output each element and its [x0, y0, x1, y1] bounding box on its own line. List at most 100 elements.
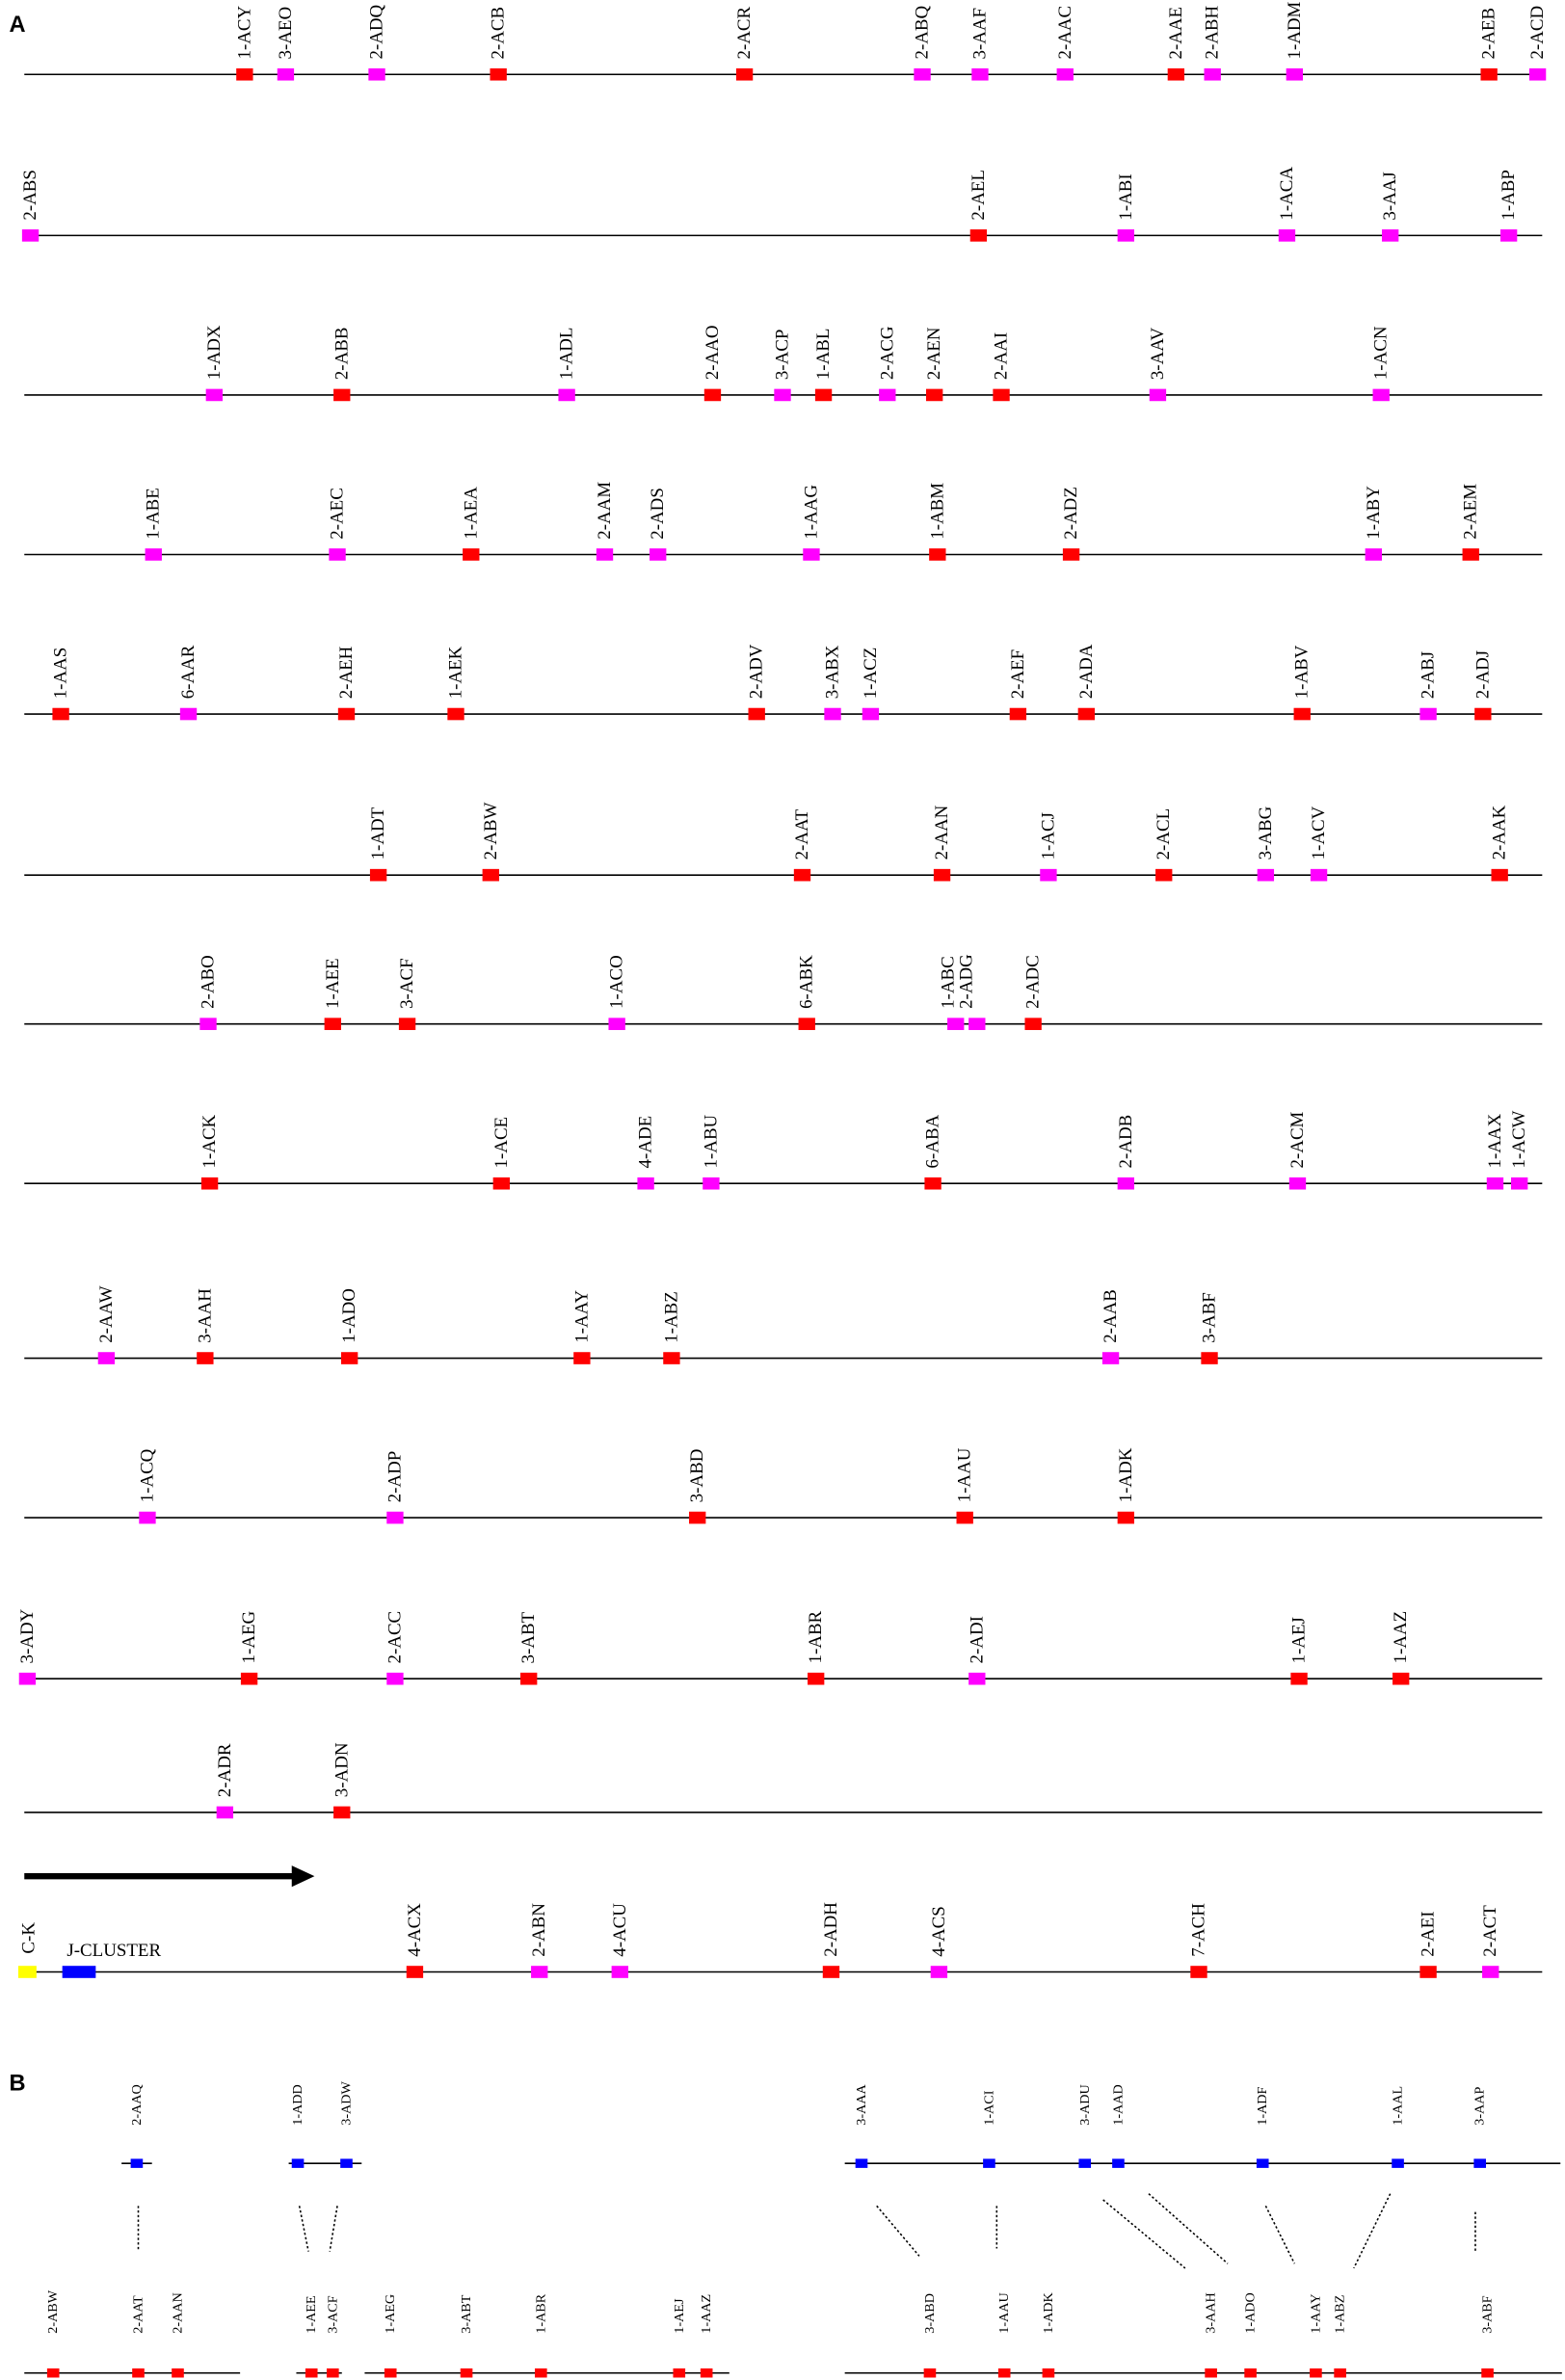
gene-label: 1-ABE [144, 488, 164, 540]
gene-label: 3-AAV [1148, 328, 1168, 381]
gene-label: 6-AAR [178, 645, 199, 699]
gene-marker [406, 1966, 424, 1978]
gene-label: 1-ABP [1499, 170, 1519, 221]
gene-marker [1062, 548, 1080, 561]
gene-label: 2-ACB [489, 7, 509, 60]
gene-marker [855, 2158, 868, 2168]
gene-label: 1-AEJ [1289, 1617, 1310, 1663]
gene-marker [130, 2158, 144, 2168]
gene-label: 2-AEI [1419, 1911, 1439, 1956]
gene-marker [384, 2368, 397, 2378]
gene-label: 2-ABO [199, 955, 219, 1009]
gene-label: 1-ACE [491, 1117, 512, 1169]
gene-label: 2-AAN [932, 805, 952, 859]
gene-label: 6-ABA [923, 1114, 943, 1168]
gene-label: 3-ADN [332, 1742, 352, 1797]
gene-marker [1473, 2158, 1486, 2168]
gene-label: 1-ADK [1116, 1447, 1136, 1502]
gene-marker [1491, 868, 1508, 882]
gene-marker [1392, 2158, 1404, 2168]
arrow-head [291, 1865, 315, 1888]
gene-marker [793, 868, 811, 882]
gene-marker [337, 707, 356, 721]
gene-label: 2-AAK [1490, 805, 1510, 859]
gene-label: 1-AAS [51, 648, 71, 700]
gene-label: 1-ADF [1255, 2086, 1270, 2125]
gene-marker [1117, 1177, 1134, 1190]
gene-marker [1290, 1672, 1308, 1685]
gene-marker [1372, 388, 1390, 402]
gene-label: 1-ACI [981, 2090, 996, 2125]
gene-label: 1-ACK [199, 1114, 220, 1168]
gene-marker [1334, 2368, 1346, 2378]
gene-marker [735, 67, 754, 81]
gene-marker [1155, 868, 1173, 882]
gene-marker [333, 1806, 351, 1819]
gene-label: 2-ACD [1527, 6, 1548, 60]
gene-marker [21, 229, 40, 242]
gene-label: 1-ABC [938, 956, 958, 1009]
gene-marker [925, 388, 943, 402]
gene-marker [460, 2368, 473, 2378]
gene-label: 2-ABW [481, 802, 501, 859]
gene-label: 1-ABR [806, 1610, 826, 1663]
gene-marker [1393, 1672, 1410, 1685]
gene-label: 2-ACM [1287, 1111, 1308, 1168]
gene-marker [748, 707, 765, 721]
gene-label: 2-ADR [215, 1743, 235, 1797]
gene-marker [1481, 2368, 1494, 2378]
gene-label: 1-ACN [1371, 326, 1392, 380]
gene-marker [1293, 707, 1311, 721]
gene-label: 3-AEO [276, 7, 296, 60]
gene-label: 3-ABF [1200, 1292, 1220, 1343]
gene-marker [1056, 67, 1074, 81]
gene-marker [1419, 707, 1437, 721]
gene-label: 3-ACF [325, 2295, 340, 2333]
gene-marker [1205, 2368, 1217, 2378]
gene-label: 1-ADM [1285, 1, 1305, 59]
gene-marker [1365, 548, 1382, 561]
gene-label: 1-AEG [383, 2294, 398, 2334]
gene-marker [1117, 1511, 1134, 1524]
gene-label: 1-AAZ [699, 2294, 714, 2334]
gene-marker [1078, 2158, 1092, 2168]
gene-label: 2-ACR [734, 6, 755, 59]
gene-label: 3-AAP [1472, 2086, 1488, 2125]
gene-label: 1-AEG [239, 1610, 259, 1663]
gene-label: 3-AAJ [1380, 172, 1400, 220]
panel-label: B [9, 2071, 25, 2096]
gene-label: 3-ABD [922, 2293, 938, 2334]
gene-label: 2-AEH [336, 646, 357, 699]
gene-label: 2-AAI [992, 332, 1012, 380]
gene-marker [1167, 67, 1185, 81]
gene-label: 1-ACY [234, 5, 254, 59]
gene-label: 1-ADT [368, 807, 388, 859]
gene-marker [1310, 868, 1328, 882]
gene-label: 2-ADS [648, 488, 668, 540]
gene-label: 2-ADP [385, 1451, 405, 1503]
gene-marker [97, 1352, 116, 1364]
gene-label: 2-ABJ [1419, 651, 1439, 699]
gene-marker [520, 1672, 538, 1685]
gene-label: 1-ABM [927, 483, 947, 540]
gene-marker [52, 707, 69, 721]
gene-marker [1204, 67, 1221, 81]
gene-label: 2-ACL [1154, 808, 1174, 860]
gene-marker [862, 707, 880, 721]
gene-label: 3-ABX [823, 645, 843, 699]
gene-label: 3-ADW [338, 2080, 354, 2125]
gene-marker [324, 1018, 341, 1030]
gene-label: 3-ABT [518, 1611, 539, 1663]
gene-label: 1-ABZ [661, 1291, 681, 1343]
gene-marker [216, 1806, 234, 1819]
homology-link [1353, 2193, 1392, 2269]
gene-label: 4-ACX [405, 1903, 425, 1957]
gene-label: 2-AEF [1008, 649, 1028, 699]
gene-marker [814, 388, 833, 402]
gene-label: 2-ABN [529, 1903, 549, 1957]
gene-label: 2-AEN [924, 327, 944, 380]
gene-marker [983, 2158, 995, 2168]
gene-label: 1-ABY [1364, 486, 1384, 540]
gene-marker [663, 1352, 680, 1364]
